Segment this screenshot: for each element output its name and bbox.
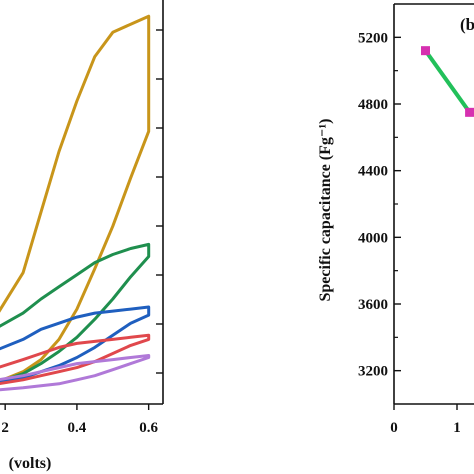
capacitance-point [421,46,430,56]
capacitance-plot-panel: 3200 3600 4000 4400 4800 5200 0 1 Specific capa… [317,3,474,436]
left-x-axis-title: (volts) [9,455,52,472]
right-y-tick-label: 4800 [358,97,388,113]
right-plot-ticks: 3200 3600 4000 4400 4800 5200 0 1 [358,30,461,436]
right-y-tick-label: 5200 [358,30,388,46]
right-x-tick-label: 1 [453,420,461,436]
capacitance-point [465,107,474,117]
cv-curve-4 [0,333,151,386]
left-x-tick-label: 0.4 [68,420,87,436]
left-plot-ticks: 2 0.4 0.6 [1,29,163,436]
cv-curve-2 [0,242,151,383]
right-y-tick-label: 4000 [358,230,388,246]
left-x-tick-label: 0.6 [139,420,158,436]
cv-curves [0,14,151,392]
right-y-tick-label: 3200 [358,364,388,380]
right-y-tick-label: 3600 [358,297,388,313]
left-x-tick-label: 2 [1,420,9,436]
cv-curve-5 [0,354,151,392]
panel-label-b: (b [460,15,474,34]
cv-curve-1 [0,14,151,383]
left-plot-frame [0,0,164,405]
cv-curve-3 [0,305,151,383]
right-x-tick-label: 0 [390,420,398,436]
right-y-tick-label: 4400 [358,164,388,180]
right-y-axis-title: Specific capacitance (Fg⁻¹) [317,119,334,302]
capacitance-line [423,49,472,114]
cv-plot-panel: 2 0.4 0.6 (volts) [0,0,164,472]
capacitance-series [421,46,474,117]
